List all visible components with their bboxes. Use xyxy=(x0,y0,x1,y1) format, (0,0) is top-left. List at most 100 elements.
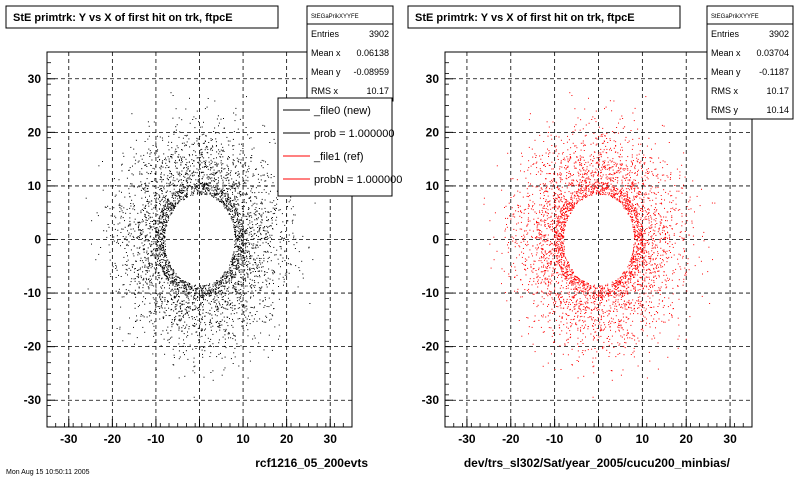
scatter-point xyxy=(142,301,144,303)
scatter-point xyxy=(140,234,142,236)
scatter-point xyxy=(148,205,150,207)
scatter-point xyxy=(238,266,240,268)
scatter-point xyxy=(244,285,246,287)
scatter-point xyxy=(179,319,181,321)
scatter-point xyxy=(611,110,613,112)
scatter-point xyxy=(209,188,211,190)
scatter-point xyxy=(237,175,239,176)
scatter-point xyxy=(137,221,139,223)
scatter-point xyxy=(556,225,558,226)
scatter-point xyxy=(171,273,173,275)
scatter-point xyxy=(230,203,232,205)
scatter-point xyxy=(187,186,189,188)
left-stat-rmsx-label: RMS x xyxy=(311,86,339,96)
scatter-point xyxy=(202,287,204,289)
scatter-point xyxy=(578,290,580,292)
scatter-point xyxy=(276,197,277,199)
scatter-point xyxy=(234,276,236,278)
scatter-point xyxy=(138,291,140,293)
scatter-point xyxy=(229,200,231,202)
scatter-point xyxy=(159,274,161,276)
scatter-point xyxy=(230,170,232,172)
legend: _file0 (new) prob = 1.000000 _file1 (ref… xyxy=(277,97,402,197)
scatter-point xyxy=(158,208,160,210)
scatter-point xyxy=(172,204,174,206)
scatter-point xyxy=(256,234,257,236)
scatter-point xyxy=(185,144,187,146)
scatter-point xyxy=(506,300,508,302)
scatter-point xyxy=(640,231,642,233)
scatter-point xyxy=(203,298,204,300)
scatter-point xyxy=(226,290,228,292)
scatter-point xyxy=(171,322,173,323)
scatter-point xyxy=(286,271,288,273)
scatter-point xyxy=(126,269,128,271)
scatter-point xyxy=(648,276,650,278)
scatter-point xyxy=(192,119,194,120)
scatter-point xyxy=(564,261,566,263)
scatter-point xyxy=(209,321,211,323)
scatter-point xyxy=(232,326,234,328)
scatter-point xyxy=(594,324,596,326)
scatter-point xyxy=(192,348,194,350)
scatter-point xyxy=(160,305,162,307)
scatter-point xyxy=(203,191,205,193)
scatter-point xyxy=(201,328,203,330)
scatter-point xyxy=(222,276,224,278)
scatter-point xyxy=(157,294,158,296)
scatter-point xyxy=(170,210,172,212)
scatter-point xyxy=(159,221,161,223)
scatter-point xyxy=(157,257,159,259)
scatter-point xyxy=(239,229,241,231)
scatter-point xyxy=(161,287,163,289)
scatter-point xyxy=(228,213,230,215)
scatter-point xyxy=(148,218,150,220)
scatter-point xyxy=(611,196,613,197)
scatter-point xyxy=(247,276,249,278)
scatter-point xyxy=(156,239,158,241)
scatter-point xyxy=(226,304,228,306)
scatter-point xyxy=(216,303,217,305)
scatter-point xyxy=(161,161,163,163)
scatter-point xyxy=(222,312,224,314)
scatter-point xyxy=(202,294,204,296)
scatter-point xyxy=(186,284,188,286)
scatter-point xyxy=(237,254,239,256)
scatter-point xyxy=(167,204,169,206)
scatter-point xyxy=(618,167,619,169)
scatter-point xyxy=(234,255,235,257)
scatter-point xyxy=(156,197,158,199)
scatter-point xyxy=(620,195,622,197)
scatter-point xyxy=(189,146,191,148)
scatter-point xyxy=(276,249,278,251)
scatter-point xyxy=(294,214,296,216)
scatter-point xyxy=(178,319,180,321)
scatter-point xyxy=(142,229,144,231)
scatter-point xyxy=(179,281,181,283)
scatter-point xyxy=(119,205,121,207)
scatter-point xyxy=(164,240,166,242)
scatter-point xyxy=(164,353,166,355)
scatter-point xyxy=(153,121,155,123)
scatter-point xyxy=(231,273,232,275)
scatter-point xyxy=(295,265,297,267)
scatter-point xyxy=(115,217,117,219)
scatter-point xyxy=(164,271,166,273)
scatter-point xyxy=(156,259,158,261)
x-tick-label: 30 xyxy=(324,432,338,446)
scatter-point xyxy=(678,279,680,281)
scatter-point xyxy=(689,316,691,318)
scatter-point xyxy=(630,130,632,131)
scatter-point xyxy=(143,162,145,163)
scatter-point xyxy=(262,281,264,283)
scatter-point xyxy=(183,300,185,302)
scatter-point xyxy=(588,190,590,192)
scatter-point xyxy=(654,230,656,232)
scatter-point xyxy=(128,232,130,234)
scatter-point xyxy=(191,302,193,304)
scatter-point xyxy=(640,329,642,331)
scatter-point xyxy=(267,175,269,177)
scatter-point xyxy=(235,232,237,234)
scatter-point xyxy=(279,209,281,211)
scatter-point xyxy=(546,293,548,295)
